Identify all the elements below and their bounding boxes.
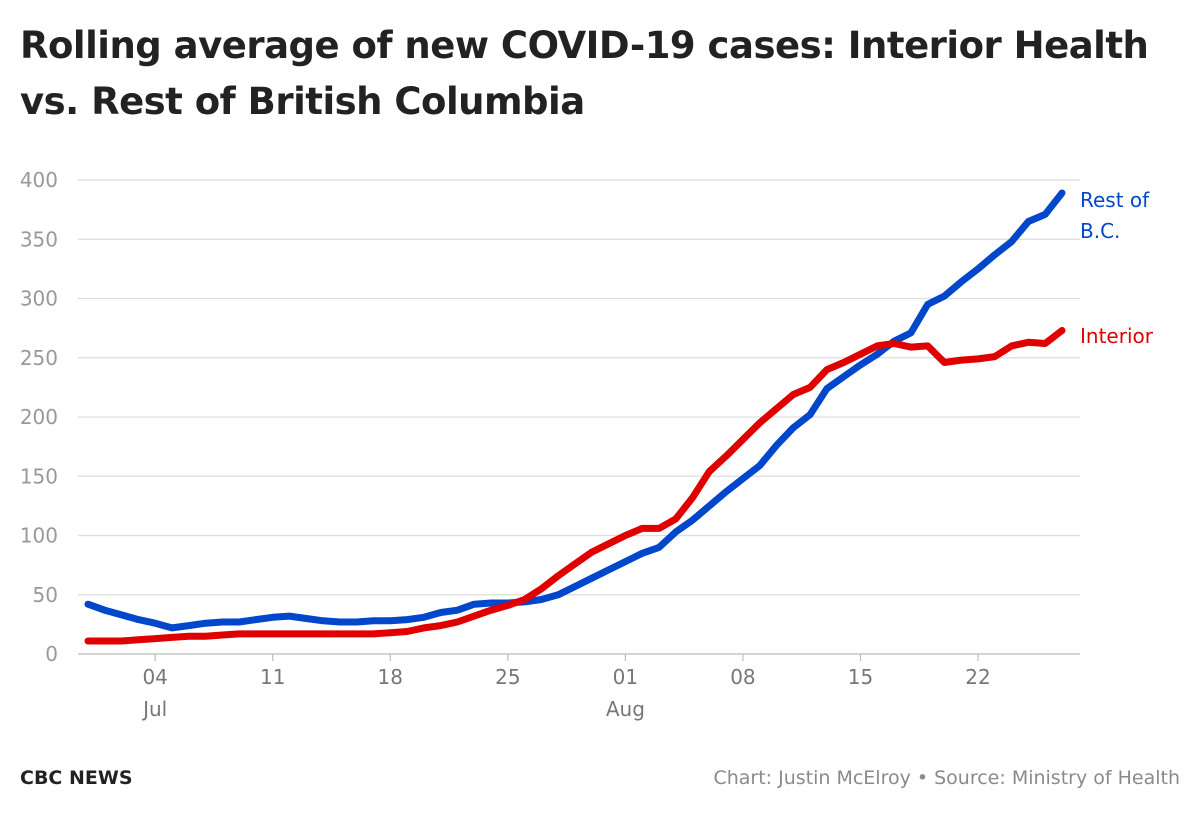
series-lines <box>84 189 1066 645</box>
series-label: Interior <box>1080 324 1154 348</box>
chart-title: Rolling average of new COVID-19 cases: I… <box>20 24 1149 123</box>
series-label: Rest of <box>1080 188 1150 212</box>
x-tick-month-label: Jul <box>141 697 167 721</box>
y-axis-ticks: 0 50 100 150 200 250 300 350 400 <box>20 168 58 666</box>
x-tick-label: 01 <box>613 665 638 689</box>
x-tick-label: 08 <box>730 665 755 689</box>
x-tick-label: 04 <box>142 665 167 689</box>
x-tick-label: 22 <box>965 665 990 689</box>
x-tick-month-label: Aug <box>606 697 645 721</box>
y-tick-label: 50 <box>33 583 58 607</box>
y-tick-label: 250 <box>20 346 58 370</box>
series-labels: Rest of B.C. Interior <box>1080 188 1154 348</box>
y-tick-label: 400 <box>20 168 58 192</box>
x-tick-label: 25 <box>495 665 520 689</box>
x-tick-label: 15 <box>848 665 873 689</box>
brand-label: CBC NEWS <box>20 767 133 789</box>
source-credit: Chart: Justin McElroy • Source: Ministry… <box>713 767 1180 789</box>
y-tick-label: 100 <box>20 524 58 548</box>
y-tick-label: 300 <box>20 287 58 311</box>
y-tick-label: 200 <box>20 405 58 429</box>
x-axis-ticks: 04 Jul 11 18 25 01 Aug 08 15 22 <box>141 654 991 721</box>
y-tick-label: 150 <box>20 464 58 488</box>
x-tick-label: 18 <box>378 665 403 689</box>
series-line-rest-of-b-c <box>84 189 1066 632</box>
y-tick-label: 0 <box>45 642 58 666</box>
x-tick-label: 11 <box>260 665 285 689</box>
gridlines <box>78 179 1080 655</box>
series-label: B.C. <box>1080 219 1120 243</box>
y-tick-label: 350 <box>20 227 58 251</box>
series-line-interior <box>84 327 1066 645</box>
